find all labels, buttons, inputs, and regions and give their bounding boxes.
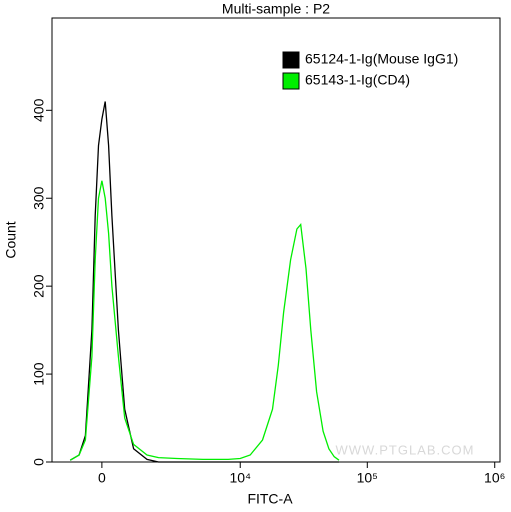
y-axis-label: Count [3,221,19,258]
x-tick-label: 10⁴ [229,470,251,486]
legend-swatch [282,51,300,69]
y-tick-label: 100 [31,362,47,386]
legend-label: 65143-1-Ig(CD4) [305,72,410,88]
watermark: WWW.PTGLAB.COM [336,442,475,457]
histogram-line [69,180,340,461]
histogram-line [69,101,339,463]
legend-swatch [282,72,300,90]
x-tick-label: 10⁵ [357,470,378,486]
y-tick-label: 300 [31,186,47,210]
x-axis-label: FITC-A [247,491,293,507]
plot-frame [51,17,501,463]
legend-label: 65124-1-Ig(Mouse IgG1) [305,51,458,67]
y-tick-label: 0 [31,458,47,466]
y-tick-label: 200 [31,274,47,298]
x-tick-label: 10⁶ [484,470,505,486]
x-tick-label: 0 [98,470,106,486]
y-tick-label: 400 [31,98,47,122]
chart-title: Multi-sample : P2 [222,1,330,17]
